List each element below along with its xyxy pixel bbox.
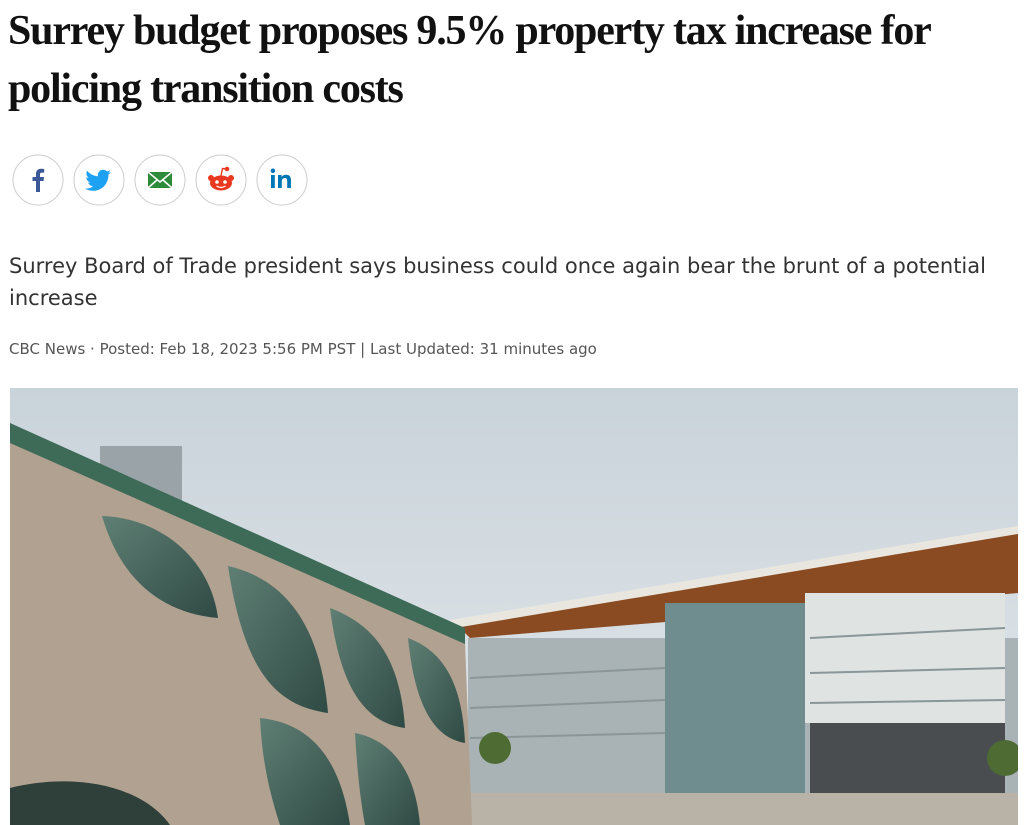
email-share[interactable] (134, 154, 186, 206)
twitter-share[interactable] (73, 154, 125, 206)
facebook-share[interactable] (12, 154, 64, 206)
article-photo (10, 388, 1018, 825)
linkedin-share[interactable] (256, 154, 308, 206)
share-bar (12, 154, 308, 206)
article-dek: Surrey Board of Trade president says bus… (9, 254, 986, 310)
headline: Surrey budget proposes 9.5% property tax… (8, 8, 931, 112)
reddit-share[interactable] (195, 154, 247, 206)
byline: CBC News · Posted: Feb 18, 2023 5:56 PM … (9, 340, 597, 358)
